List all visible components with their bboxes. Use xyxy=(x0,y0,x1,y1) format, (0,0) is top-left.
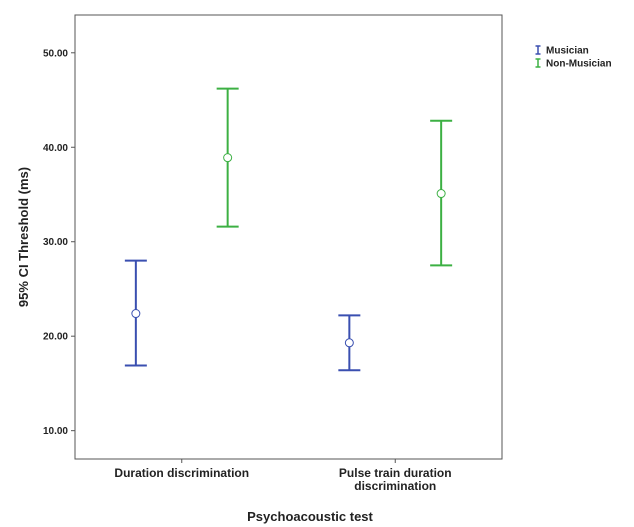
y-tick-label: 20.00 xyxy=(43,332,68,343)
error-bar-musician-0 xyxy=(124,259,147,367)
x-tick-label: Duration discrimination xyxy=(114,466,249,480)
mean-point xyxy=(223,153,233,163)
y-axis: 10.00 20.00 30.00 40.00 50.00 xyxy=(43,48,75,437)
legend-item-non-musician: Non-Musician xyxy=(535,58,612,70)
legend-label: Musician xyxy=(546,46,589,57)
error-bars xyxy=(124,87,453,372)
mean-point xyxy=(436,189,446,199)
x-tick-label: Pulse train duration xyxy=(339,466,452,480)
x-axis: Duration discrimination Pulse train durat… xyxy=(114,459,452,493)
legend-item-musician: Musician xyxy=(535,45,589,57)
legend: Musician Non-Musician xyxy=(535,45,612,70)
x-axis-title: Psychoacoustic test xyxy=(247,509,373,524)
error-bar-musician-1 xyxy=(338,314,361,372)
mean-point xyxy=(344,338,354,348)
x-tick-label: discrimination xyxy=(354,479,436,493)
mean-point xyxy=(131,309,141,319)
y-axis-title: 95% CI Threshold (ms) xyxy=(16,167,31,307)
error-bar-non-musician-1 xyxy=(430,119,453,267)
y-tick-label: 30.00 xyxy=(43,237,68,248)
plot-frame xyxy=(74,14,503,460)
error-bar-non-musician-0 xyxy=(216,87,239,228)
legend-label: Non-Musician xyxy=(546,59,612,70)
y-tick-label: 10.00 xyxy=(43,426,68,437)
y-tick-label: 50.00 xyxy=(43,48,68,59)
y-tick-label: 40.00 xyxy=(43,143,68,154)
